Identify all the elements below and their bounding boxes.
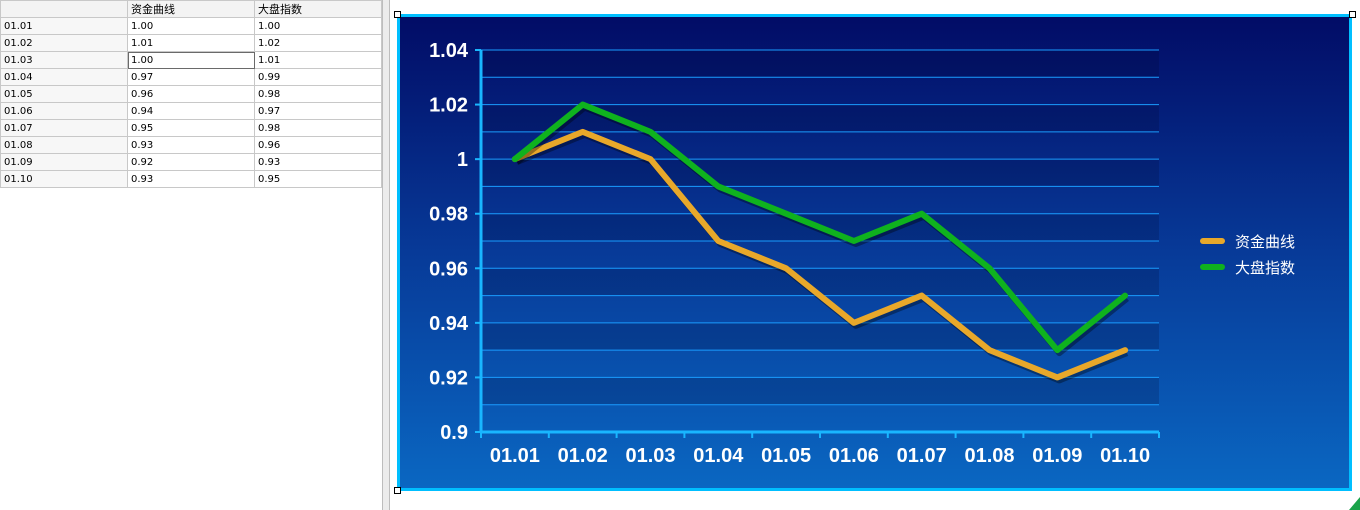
row-label-cell[interactable]: 01.01 [0,17,128,35]
data-point [649,130,652,134]
fund-curve-cell[interactable]: 0.92 [127,153,255,171]
data-point [716,184,720,188]
data-point [852,239,856,243]
fund-curve-cell[interactable]: 1.00 [127,17,255,35]
row-label-cell[interactable]: 01.10 [0,170,128,188]
row-label-cell[interactable]: 01.02 [0,34,128,52]
row-label-cell[interactable]: 01.03 [0,51,128,69]
line-chart[interactable]: 0.9 0.92 0.94 0.96 0.98 1 1.02 1.04 01.01 01.02 01… [397,14,1352,491]
corner-header-cell[interactable] [0,0,128,18]
market-index-cell[interactable]: 0.98 [254,119,382,137]
chart-canvas: 0.9 0.92 0.94 0.96 0.98 1 1.02 1.04 01.01 01.02 01… [429,40,1295,467]
grid-band [481,159,1159,187]
data-table: 资金曲线 大盘指数 01.01 1.00 1.00 01.02 1.01 1.02 01.0… [0,0,382,188]
data-point [581,130,585,134]
data-point [1123,348,1127,352]
data-point [1055,348,1059,352]
fund-curve-cell[interactable]: 0.93 [127,136,255,154]
row-label-cell[interactable]: 01.08 [0,136,128,154]
market-index-cell[interactable]: 1.00 [254,17,382,35]
market-index-cell[interactable]: 0.93 [254,153,382,171]
data-point [784,266,788,270]
x-tick-label: 01.10 [1100,445,1150,467]
fund-curve-cell[interactable]: 1.01 [127,34,255,52]
x-tick-label: 01.05 [761,445,811,467]
fund-curve-cell[interactable]: 0.94 [127,102,255,120]
resize-handle-bottom-left[interactable] [394,487,401,494]
grid-band [481,377,1159,405]
x-tick-label: 01.09 [1032,445,1082,467]
y-tick-label: 0.92 [429,367,468,389]
data-point [649,157,652,161]
series-line-1 [511,128,1129,381]
fund-curve-cell[interactable]: 0.96 [127,85,255,103]
data-point [716,239,720,243]
row-label-cell[interactable]: 01.05 [0,85,128,103]
column-header-market-index[interactable]: 大盘指数 [254,0,382,18]
table-row: 01.04 0.97 0.99 [0,68,382,86]
table-row: 01.05 0.96 0.98 [0,85,382,103]
data-point [513,157,517,161]
data-point [920,294,924,298]
grid-band [481,50,1159,78]
y-tick-label: 0.98 [429,204,468,226]
x-tick-label: 01.08 [964,445,1014,467]
table-row: 01.07 0.95 0.98 [0,119,382,137]
x-tick-label: 01.01 [490,445,540,467]
row-label-cell[interactable]: 01.07 [0,119,128,137]
grid-band [481,268,1159,296]
resize-handle-top-right[interactable] [1349,11,1356,18]
data-point [581,103,585,107]
resize-handle-top-left[interactable] [394,11,401,18]
x-tick-label: 01.04 [693,445,744,467]
table-row: 01.03 1.00 1.01 [0,51,382,69]
data-point [920,212,924,216]
data-point [988,348,991,352]
x-tick-label: 01.03 [625,445,675,467]
y-tick-label: 1 [457,149,468,171]
x-tick-label: 01.06 [829,445,879,467]
y-tick-label: 0.96 [429,258,468,280]
market-index-cell[interactable]: 0.97 [254,102,382,120]
market-index-cell[interactable]: 0.96 [254,136,382,154]
data-point [988,266,991,270]
series-line-2 [511,101,1129,354]
y-tick-label: 0.94 [429,313,469,335]
legend-label: 大盘指数 [1235,259,1295,277]
data-point [1055,375,1059,379]
y-tick-label: 0.9 [440,422,468,444]
data-point [852,321,856,325]
y-tick-label: 1.02 [429,95,468,117]
column-header-fund-curve[interactable]: 资金曲线 [127,0,255,18]
fund-curve-cell[interactable]: 1.00 [127,51,255,69]
row-label-cell[interactable]: 01.04 [0,68,128,86]
data-point [784,212,788,216]
x-tick-label: 01.02 [558,445,608,467]
market-index-cell[interactable]: 0.98 [254,85,382,103]
table-row: 01.02 1.01 1.02 [0,34,382,52]
x-tick-label: 01.07 [897,445,947,467]
fund-curve-cell[interactable]: 0.93 [127,170,255,188]
table-row: 01.10 0.93 0.95 [0,170,382,188]
row-label-cell[interactable]: 01.09 [0,153,128,171]
data-sheet: 资金曲线 大盘指数 01.01 1.00 1.00 01.02 1.01 1.02 01.0… [0,0,382,510]
y-tick-label: 1.04 [429,40,469,62]
panel-splitter[interactable] [382,0,390,510]
table-row: 01.06 0.94 0.97 [0,102,382,120]
market-index-cell[interactable]: 0.99 [254,68,382,86]
table-header-row: 资金曲线 大盘指数 [0,0,382,18]
fund-curve-cell[interactable]: 0.95 [127,119,255,137]
fund-curve-cell[interactable]: 0.97 [127,68,255,86]
table-row: 01.08 0.93 0.96 [0,136,382,154]
market-index-cell[interactable]: 0.95 [254,170,382,188]
table-row: 01.09 0.92 0.93 [0,153,382,171]
table-row: 01.01 1.00 1.00 [0,17,382,35]
market-index-cell[interactable]: 1.02 [254,34,382,52]
data-point [1123,294,1127,298]
market-index-cell[interactable]: 1.01 [254,51,382,69]
resize-grip-icon[interactable] [1349,497,1360,510]
legend-label: 资金曲线 [1235,233,1295,251]
row-label-cell[interactable]: 01.06 [0,102,128,120]
